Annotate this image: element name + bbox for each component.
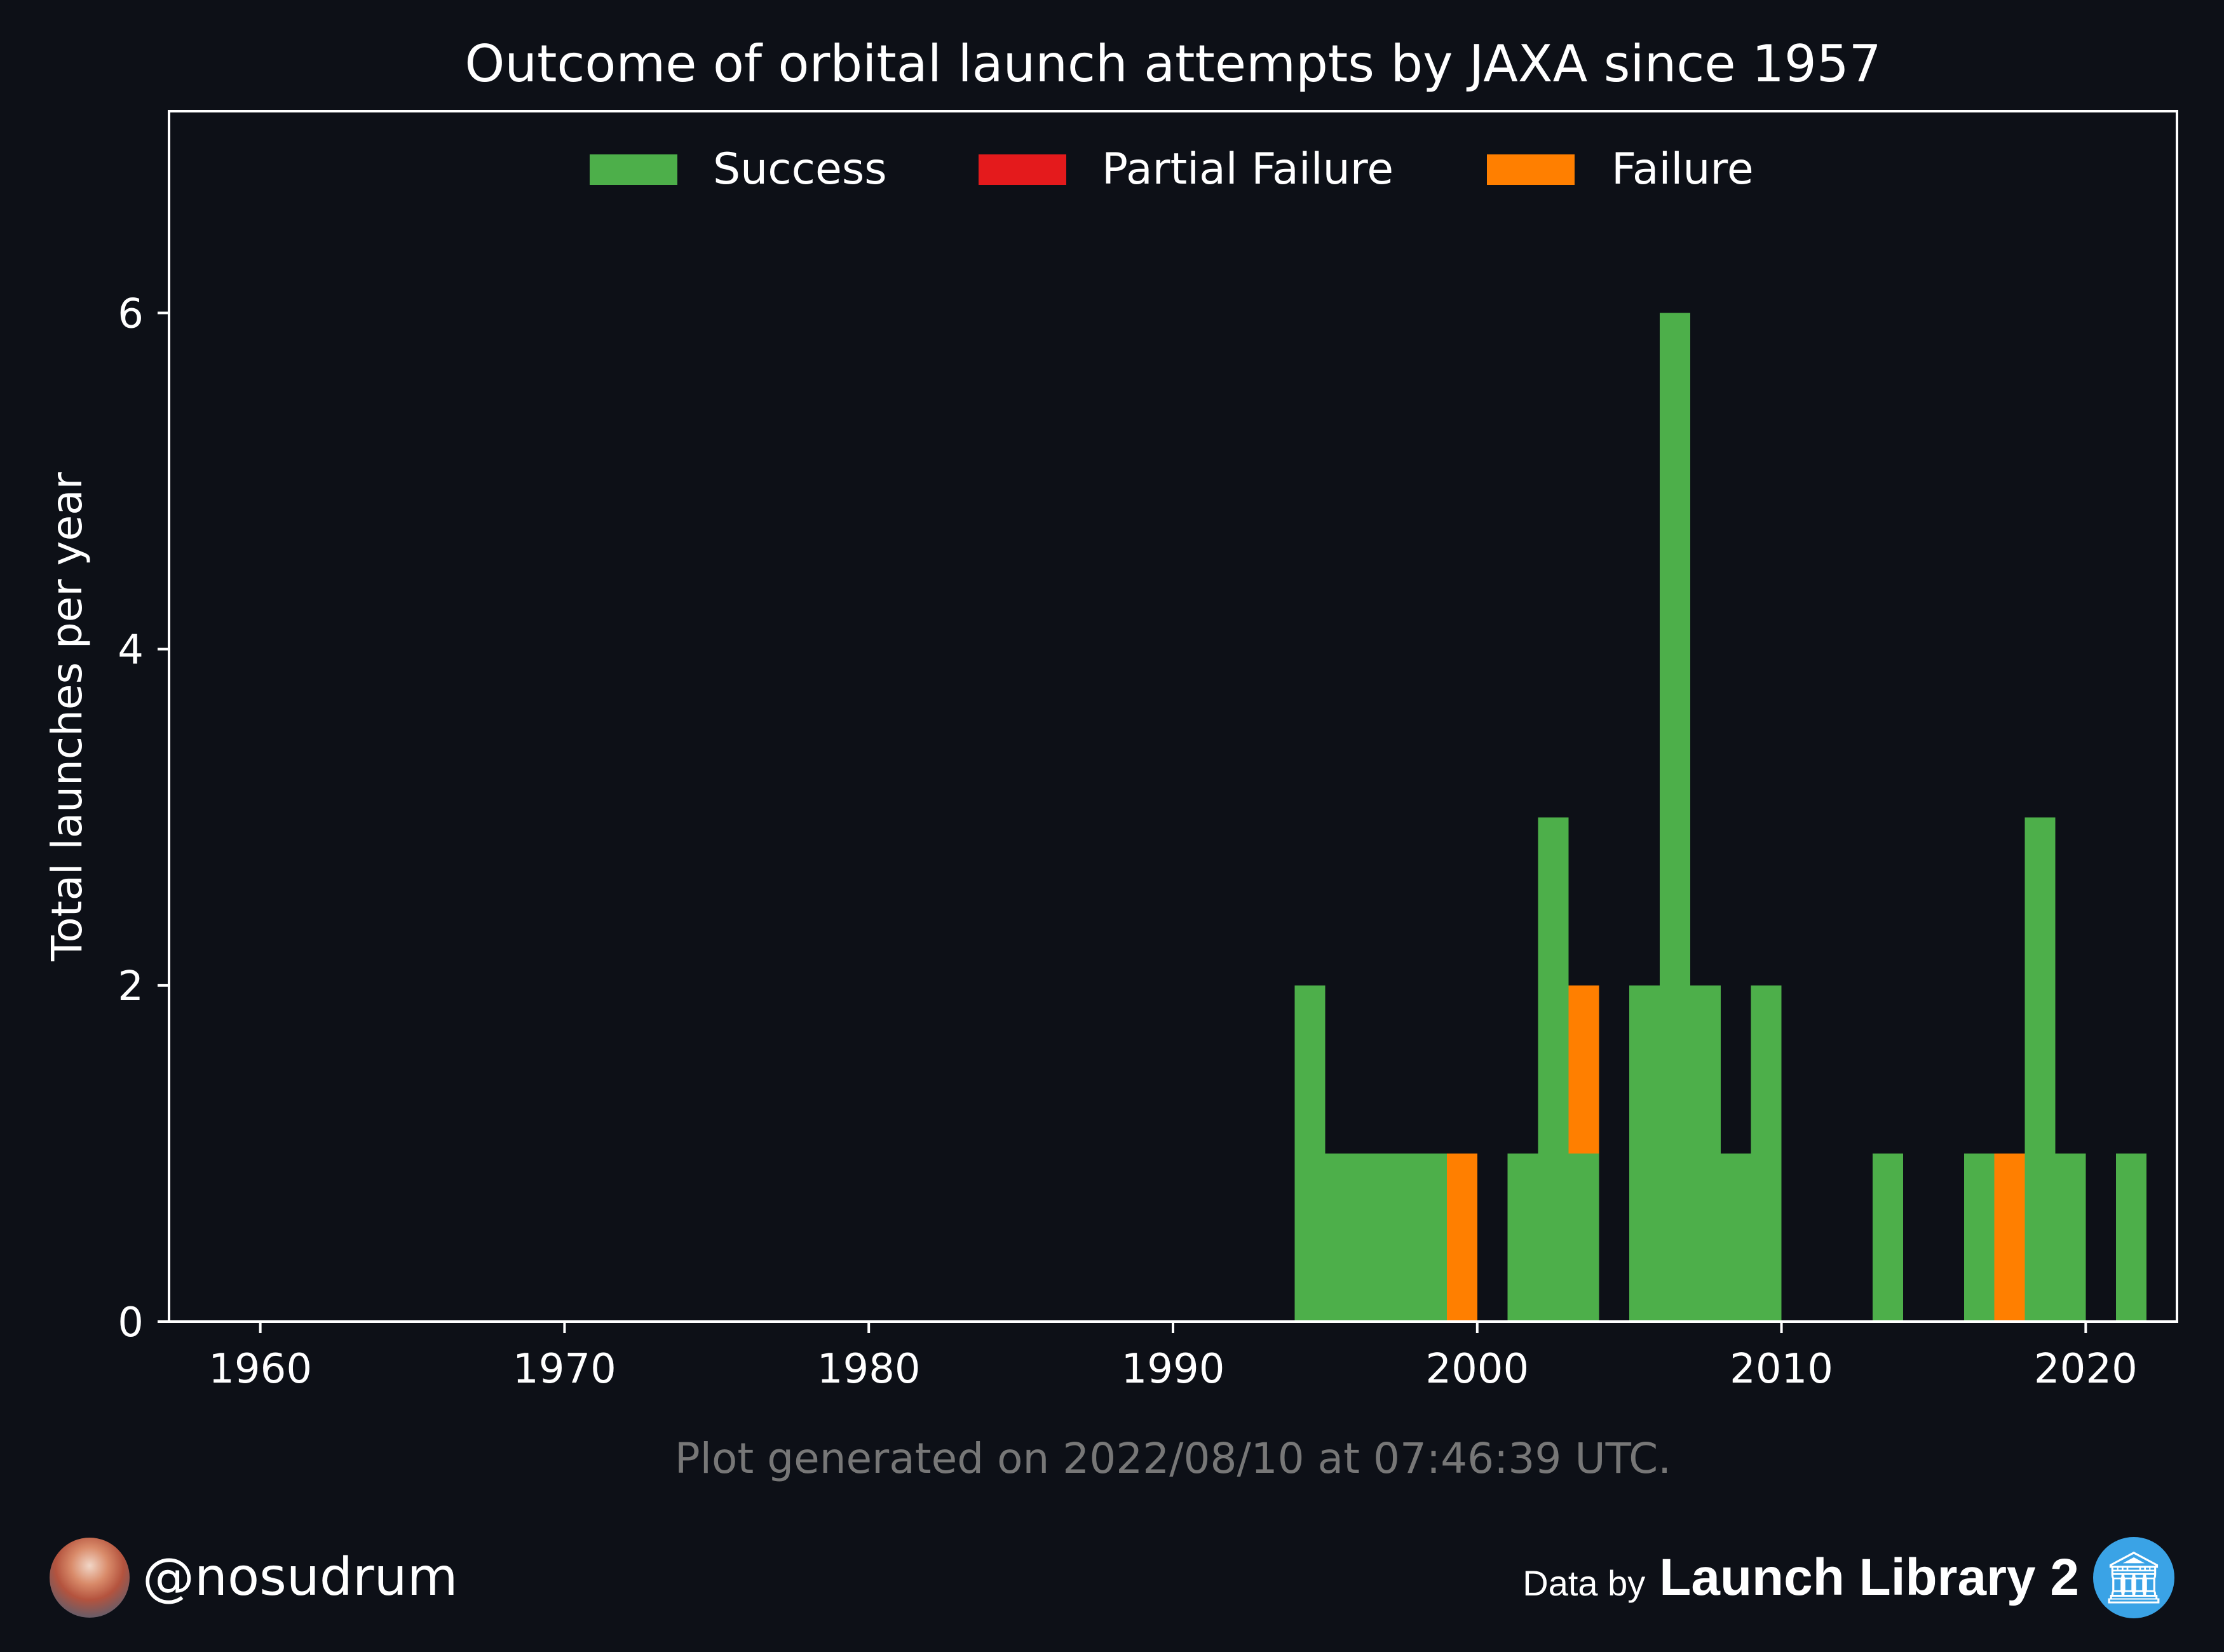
avatar [50,1538,130,1618]
source-name: Launch Library 2 [1659,1548,2079,1606]
bar-failure-1999 [1446,1153,1477,1322]
bar-failure-2003 [1568,985,1599,1154]
bar-success-1996 [1355,1153,1387,1322]
bar-success-1994 [1294,985,1326,1322]
bar-success-2006 [1660,313,1690,1322]
bar-success-2003 [1568,1153,1599,1322]
bar-success-1995 [1325,1153,1356,1322]
y-tick-label-6: 6 [118,291,144,338]
x-tick-label-1980: 1980 [817,1346,921,1393]
bar-success-2013 [1873,1153,1904,1322]
data-source-credit: Data by Launch Library 2 🏛 [1522,1536,2174,1619]
legend-swatch-partial-failure [979,154,1066,185]
legend-swatch-failure [1487,154,1575,185]
bar-success-2005 [1629,985,1660,1322]
bar-success-2018 [2024,817,2056,1322]
bar-success-2002 [1538,817,1569,1322]
y-axis-ticks: 0 2 4 6 [118,291,169,1346]
x-tick-label-1990: 1990 [1122,1346,1225,1393]
bar-success-1998 [1416,1153,1447,1322]
data-by-label: Data by [1522,1562,1646,1603]
author-handle: @nosudrum [142,1547,458,1608]
y-tick-label-2: 2 [118,963,144,1010]
bar-success-2021 [2116,1153,2147,1322]
bars-group [1294,313,2147,1322]
y-axis-label: Total launches per year [43,471,92,961]
x-axis-ticks: 1960 1970 1980 1990 2000 2010 2020 [208,1322,2138,1393]
chart-title: Outcome of orbital launch attempts by JA… [464,34,1881,93]
x-tick-label-1970: 1970 [513,1346,616,1393]
x-tick-label-2010: 2010 [1730,1346,1833,1393]
bar-failure-2017 [1994,1153,2025,1322]
legend-label-success: Success [713,144,887,194]
y-tick-label-4: 4 [118,627,144,674]
legend-label-partial-failure: Partial Failure [1102,144,1393,194]
legend: Success Partial Failure Failure [590,144,1754,194]
plot-frame [168,110,2178,1323]
legend-swatch-success [590,154,677,185]
bar-success-2016 [1963,1153,1995,1322]
legend-label-failure: Failure [1611,144,1754,194]
x-tick-label-2020: 2020 [2034,1346,2138,1393]
x-tick-label-1960: 1960 [208,1346,312,1393]
generated-note: Plot generated on 2022/08/10 at 07:46:39… [675,1434,1671,1483]
y-tick-label-0: 0 [118,1299,144,1346]
bar-success-2019 [2055,1153,2086,1322]
author-credit: @nosudrum [50,1536,458,1619]
bar-success-2009 [1751,985,1782,1322]
library-icon: 🏛 [2093,1537,2174,1618]
bar-success-1997 [1386,1153,1417,1322]
x-tick-label-2000: 2000 [1425,1346,1529,1393]
bar-success-2001 [1507,1153,1538,1322]
bar-success-2007 [1690,985,1721,1322]
bar-success-2008 [1720,1153,1751,1322]
